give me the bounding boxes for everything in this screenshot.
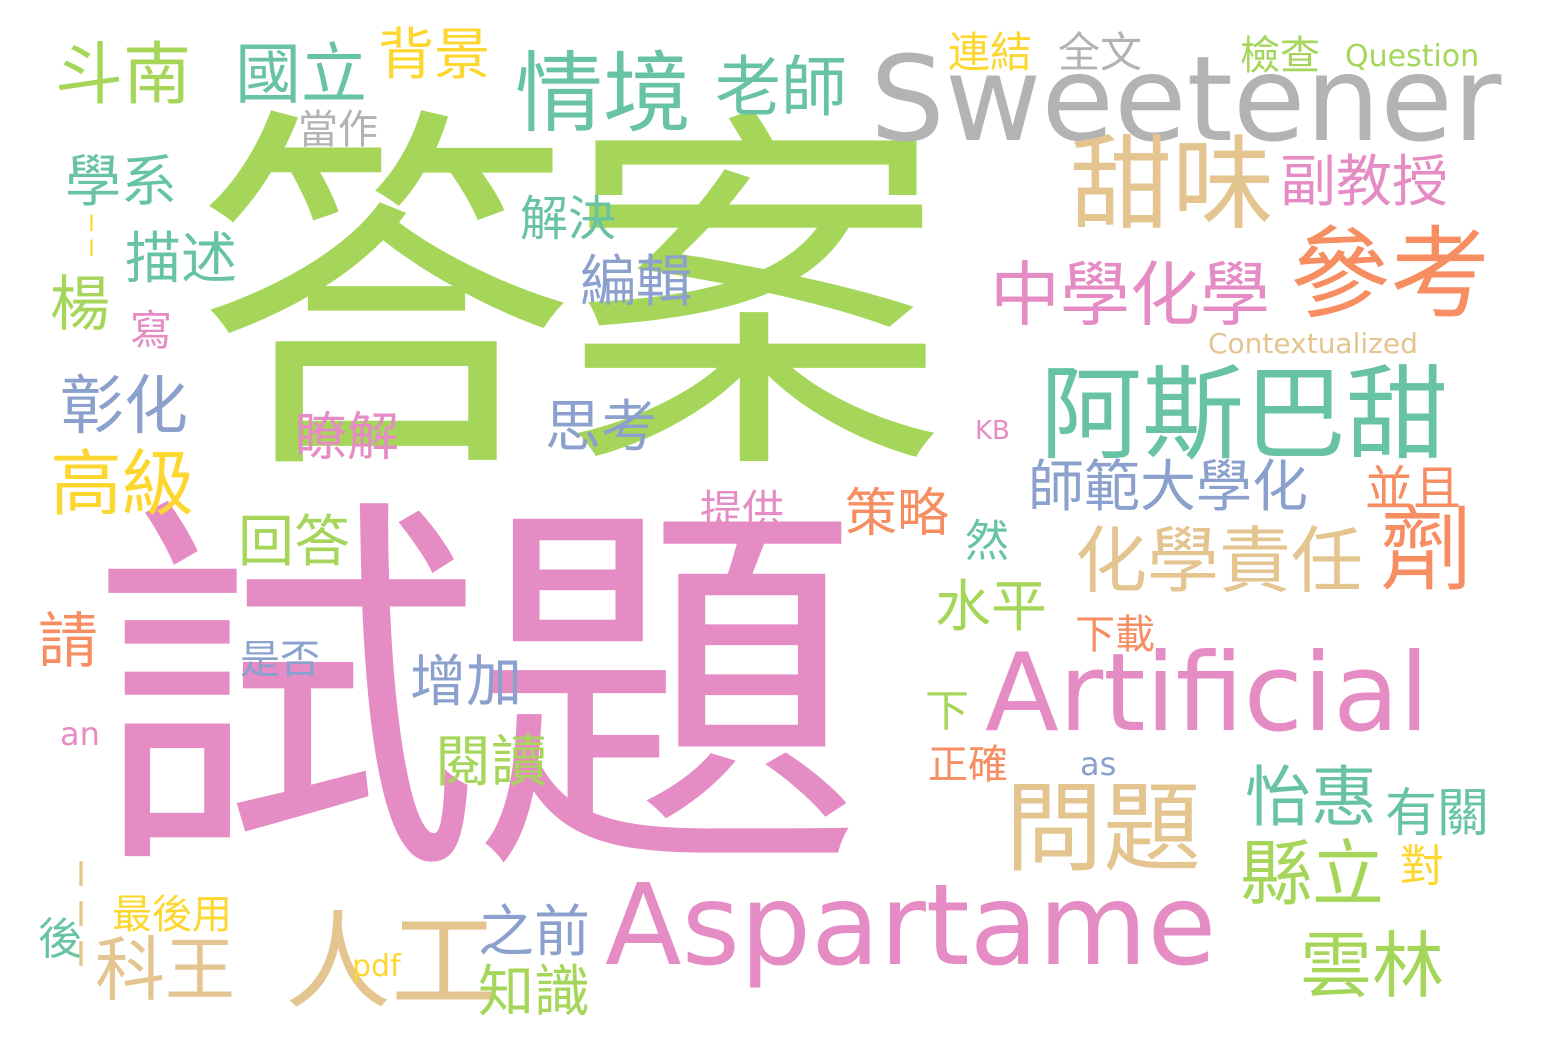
word-xiazai: 下載	[1075, 612, 1155, 658]
word-an: an	[60, 715, 100, 753]
word-daan: 答案	[195, 78, 945, 521]
word-as: as	[1080, 745, 1117, 783]
word-roman-three: III	[61, 855, 101, 975]
word-youguan: 有關	[1385, 784, 1490, 844]
word-aspartame: Aspartame	[605, 861, 1217, 991]
word-guoli: 國立	[235, 36, 367, 113]
word-qingjing: 情境	[515, 42, 692, 145]
word-cankao: 參考	[1290, 216, 1490, 333]
word-hou: 後	[38, 914, 82, 965]
word-bingqie: 並且	[1365, 461, 1462, 517]
word-shifou: 是否	[240, 637, 320, 683]
word-miaoshu: 描述	[125, 227, 237, 292]
word-pdf: pdf	[352, 949, 401, 984]
word-fujiaoshou: 副教授	[1280, 150, 1448, 215]
word-zuihouyong: 最後用	[112, 892, 232, 938]
word-xuexi: 學系	[65, 150, 177, 215]
word-tianwei: 甜味	[1070, 126, 1274, 245]
word-sikao: 思考	[545, 395, 657, 460]
word-qing: 請	[38, 607, 98, 677]
word-yang: 楊	[50, 270, 110, 340]
word-zhengque: 正確	[928, 742, 1008, 788]
word-jiejue: 解決	[520, 191, 617, 247]
word-kb: KB	[975, 416, 1010, 446]
word-asibatian: 阿斯巴甜	[1040, 356, 1448, 475]
word-celue: 策略	[845, 484, 950, 544]
word-zhishi: 知識	[478, 960, 590, 1025]
word-huaxue-zeren: 化學責任	[1075, 519, 1364, 603]
word-beijing: 背景	[378, 23, 490, 88]
word-laoshi: 老師	[715, 49, 847, 126]
word-rengong: 人工	[285, 901, 497, 1024]
word-ji: 劑	[1380, 497, 1473, 604]
word-yihui: 怡惠	[1245, 759, 1377, 836]
word-zhanghua: 彰化	[60, 370, 188, 444]
word-jiancha: 檢查	[1240, 33, 1320, 79]
word-gaoji: 高級	[50, 442, 195, 526]
word-kewang: 科王	[95, 929, 235, 1011]
word-dounan: 斗南	[55, 36, 192, 115]
word-quanwen: 全文	[1058, 28, 1143, 77]
word-shifan-daxuehua: 師範大學化	[1028, 455, 1308, 520]
word-question: Question	[1345, 39, 1480, 74]
word-yunlin: 雲林	[1300, 924, 1445, 1008]
word-xie: 寫	[130, 306, 173, 355]
word-tigong: 提供	[700, 486, 785, 535]
word-dangzuo: 當作	[298, 107, 378, 153]
word-zengjia: 增加	[410, 650, 522, 715]
word-shiti: 試題	[90, 468, 862, 922]
word-dui: 對	[1400, 841, 1444, 892]
word-ran: 然	[965, 516, 1009, 567]
word-sweetener: Sweetener	[870, 30, 1502, 168]
word-yuedu: 閱讀	[435, 730, 547, 795]
word-lianjie: 連結	[948, 28, 1033, 77]
word-shuiping: 水平	[935, 575, 1047, 640]
word-huida: 回答	[238, 510, 350, 575]
word-zhongxue-huaxue: 中學化學	[990, 254, 1270, 336]
word-liaojie: 瞭解	[295, 408, 400, 468]
word-roman-two: II	[79, 212, 104, 262]
word-xia: 下	[925, 686, 969, 737]
word-wenti: 問題	[1005, 772, 1202, 886]
word-xianli: 縣立	[1240, 832, 1385, 916]
word-contextualized: Contextualized	[1208, 327, 1418, 360]
word-zhiqian: 之前	[478, 900, 590, 965]
word-artificial: Artificial	[985, 631, 1430, 756]
word-bianji: 編輯	[580, 250, 692, 315]
